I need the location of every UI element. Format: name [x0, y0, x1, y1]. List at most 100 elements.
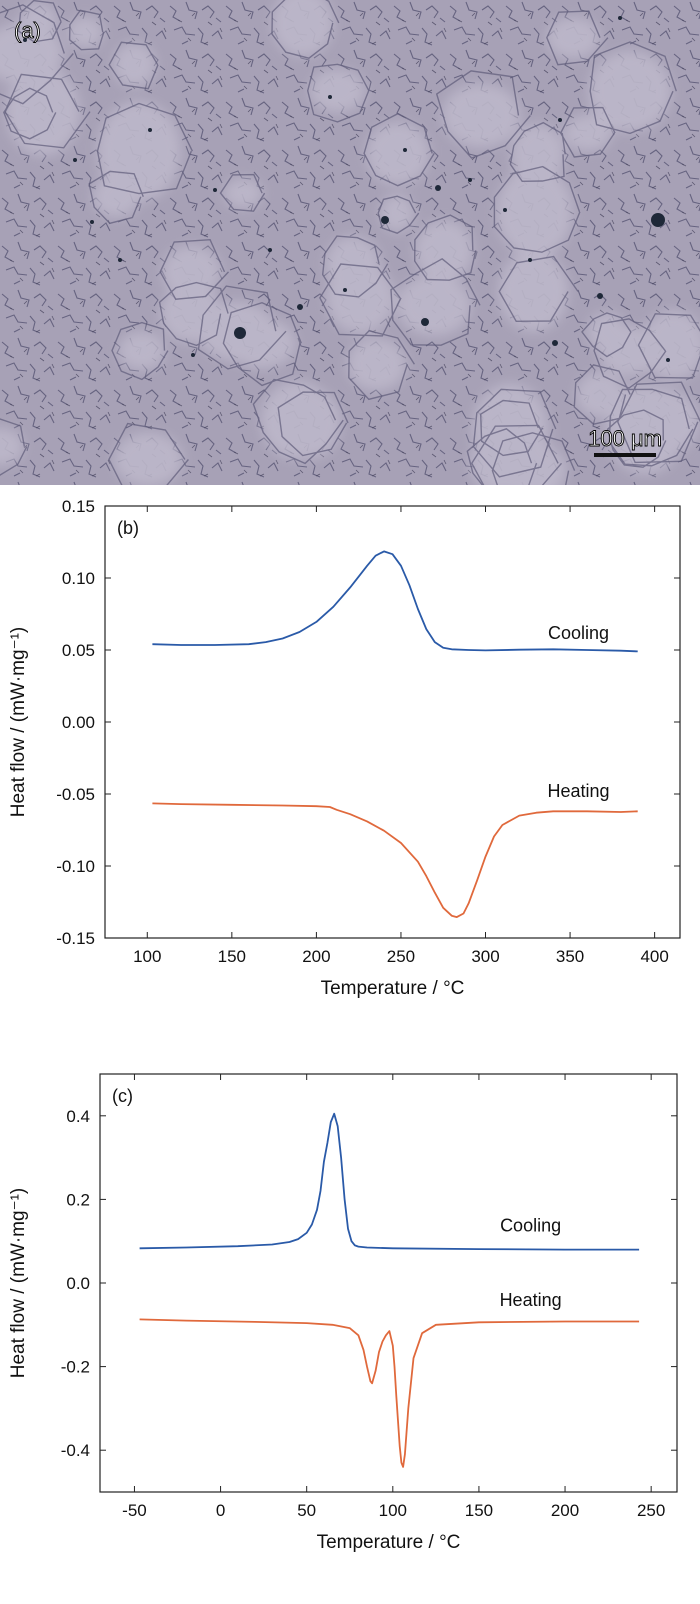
cell-boundary: [319, 263, 402, 337]
pore: [234, 327, 246, 339]
cell-boundary: [413, 214, 477, 281]
cell-boundary: [363, 112, 435, 187]
pore: [666, 358, 670, 362]
plot-frame: [104, 505, 681, 939]
y-tick-label: 0.05: [62, 641, 95, 660]
y-tick-label: -0.10: [56, 857, 95, 876]
eutectic-cell: [380, 194, 414, 232]
eutectic-cell: [598, 326, 660, 376]
cell-boundary: [88, 170, 144, 225]
eutectic-cell: [366, 122, 430, 185]
y-tick-label: 0.4: [66, 1107, 90, 1126]
cell-boundary: [509, 121, 566, 183]
pore: [297, 304, 303, 310]
scale-bar: [594, 453, 656, 457]
series-line-cooling: [139, 1112, 640, 1251]
y-tick-label: -0.15: [56, 929, 95, 948]
y-tick-label: 0.00: [62, 713, 95, 732]
series-label-heating: Heating: [500, 1290, 562, 1310]
cell-boundary: [581, 312, 632, 358]
cell-boundary: [616, 381, 700, 464]
pore: [558, 118, 562, 122]
eutectic-cell: [588, 50, 672, 132]
cell-boundary: [466, 428, 538, 485]
cell-boundary: [96, 102, 194, 195]
pore: [118, 258, 122, 262]
y-tick-label: 0.2: [66, 1190, 90, 1209]
cell-boundary: [0, 4, 74, 105]
eutectic-cell: [309, 69, 366, 113]
eutectic-cell: [271, 0, 334, 57]
x-tick-label: 250: [637, 1501, 665, 1520]
plot-frame: [99, 1073, 678, 1493]
scale-bar-label: 100 μm: [588, 426, 662, 451]
eutectic-cell: [223, 178, 263, 209]
y-tick-label: -0.4: [61, 1441, 90, 1460]
cell-boundary: [158, 281, 229, 347]
x-tick-label: 0: [216, 1501, 225, 1520]
pore: [651, 213, 665, 227]
cell-boundary: [68, 9, 105, 51]
y-tick-label: -0.05: [56, 785, 95, 804]
pore: [552, 340, 558, 346]
cell-boundary: [546, 10, 609, 66]
cell-boundary: [222, 301, 302, 387]
x-tick-label: -50: [122, 1501, 147, 1520]
pore: [528, 258, 532, 262]
x-tick-label: 400: [640, 947, 668, 966]
cell-boundary: [321, 235, 389, 298]
eutectic-cell: [641, 310, 700, 380]
cell-boundaries: [0, 0, 700, 485]
y-tick-label: -0.2: [61, 1358, 90, 1377]
x-tick-label: 150: [218, 947, 246, 966]
micrograph-panel: (a) 100 μm: [0, 0, 700, 485]
y-tick-label: 0.10: [62, 569, 95, 588]
chart-c-plot: -50 0 50 100 150 200 250 -0.4 -0.2 0.0 0.2 0.4 Cooli…: [8, 1073, 678, 1553]
pore: [403, 148, 407, 152]
pore: [468, 178, 472, 182]
eutectic-cell: [498, 441, 567, 485]
x-axis-title: Temperature / °C: [321, 978, 465, 999]
cell-boundary: [479, 399, 544, 457]
eutectic-cell: [564, 114, 613, 152]
x-tick-label: 100: [379, 1501, 407, 1520]
cell-boundary: [435, 70, 531, 159]
pore: [435, 185, 441, 191]
pores: [23, 16, 670, 362]
eutectic-cell: [325, 236, 381, 292]
cell-boundary: [472, 388, 557, 478]
pore: [148, 128, 152, 132]
cell-boundary: [493, 165, 581, 253]
cell-boundary: [108, 41, 159, 90]
cell-boundary: [252, 378, 344, 465]
cell-boundary: [271, 0, 340, 59]
pore: [597, 293, 603, 299]
cell-boundary: [637, 313, 700, 379]
cell-boundary: [0, 418, 28, 476]
pore: [343, 288, 347, 292]
y-tick-label: 0.0: [66, 1274, 90, 1293]
eutectic-cell: [260, 381, 335, 460]
cell-boundary: [348, 330, 415, 401]
cell-boundary: [3, 87, 57, 140]
panel-label: (c): [112, 1086, 133, 1106]
eutectic-cell: [617, 387, 700, 457]
pore: [23, 38, 27, 42]
cell-boundary: [593, 318, 667, 389]
x-tick-label: 50: [297, 1501, 316, 1520]
cell-boundary: [159, 238, 230, 300]
eutectic-cell: [546, 17, 601, 59]
cell-boundary: [491, 432, 576, 485]
series-label-cooling: Cooling: [500, 1216, 561, 1236]
cell-boundary: [108, 422, 189, 485]
cell-boundary: [111, 321, 169, 381]
x-tick-label: 350: [556, 947, 584, 966]
cell-boundary: [498, 255, 579, 323]
x-axis-title: Temperature / °C: [317, 1532, 461, 1553]
x-tick-label: 250: [387, 947, 415, 966]
eutectic-cell: [511, 123, 565, 185]
eutectic-cell: [442, 83, 521, 148]
eutectic-cell: [496, 166, 573, 258]
pore: [191, 353, 195, 357]
cell-boundary: [559, 106, 616, 158]
